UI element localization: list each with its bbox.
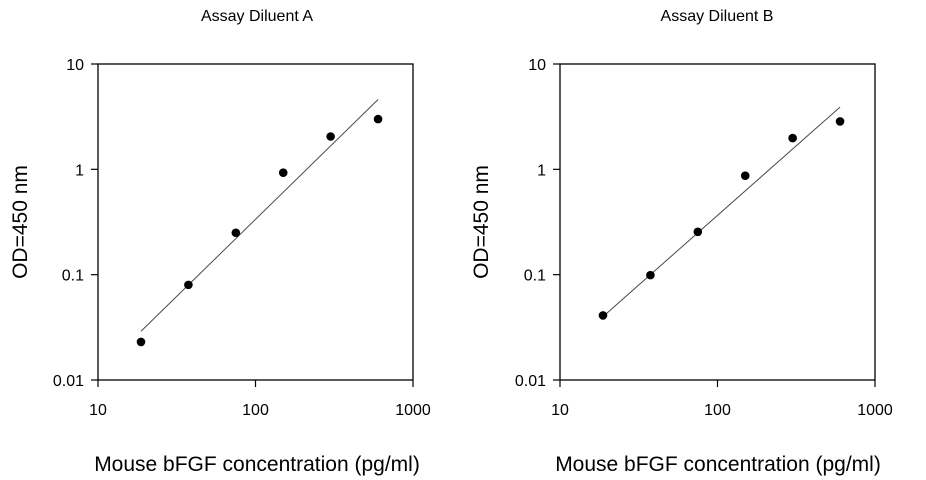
y-tick-label: 1 — [537, 162, 546, 179]
x-tick-label: 100 — [704, 402, 731, 419]
data-point — [326, 132, 335, 141]
data-points — [598, 117, 845, 320]
y-axis: 0.01 0.1 1 10 — [515, 57, 560, 390]
x-axis-label: Mouse bFGF concentration (pg/ml) — [94, 453, 420, 476]
data-point — [788, 133, 797, 143]
data-point — [693, 227, 703, 237]
y-axis-label: OD=450 nm — [470, 165, 493, 279]
y-tick-label: 1 — [75, 162, 84, 179]
data-point — [231, 228, 241, 238]
data-point — [598, 311, 608, 320]
chart-title: Assay Diluent B — [661, 8, 774, 25]
y-tick-label: 0.01 — [515, 373, 546, 390]
data-point — [136, 337, 146, 347]
data-point — [646, 270, 655, 280]
data-point — [835, 117, 845, 126]
x-axis-label: Mouse bFGF concentration (pg/ml) — [555, 453, 881, 476]
x-tick-label: 10 — [551, 402, 569, 419]
chart-panel-b: Assay Diluent B 10 100 1000 0.01 0.1 1 10 Mou… — [470, 8, 893, 476]
chart-title: Assay Diluent A — [201, 8, 313, 25]
y-tick-label: 0.01 — [53, 373, 84, 390]
regression-line — [602, 106, 841, 317]
data-points — [136, 114, 383, 347]
x-axis: 10 100 1000 — [551, 380, 893, 419]
x-tick-label: 1000 — [395, 402, 431, 419]
data-point — [184, 280, 193, 290]
data-point — [373, 114, 383, 124]
plot-frame — [559, 63, 876, 381]
y-axis: 0.01 0.1 1 10 — [53, 57, 98, 390]
x-tick-label: 10 — [89, 402, 107, 419]
chart-panel-a: Assay Diluent A 10 100 1000 0.01 0.1 1 10 Mou… — [9, 8, 431, 476]
x-tick-label: 1000 — [857, 402, 893, 419]
data-point — [740, 171, 750, 181]
data-point — [278, 168, 288, 177]
regression-line — [140, 99, 379, 332]
y-tick-label: 10 — [66, 57, 84, 74]
y-axis-label: OD=450 nm — [9, 165, 32, 279]
y-tick-label: 10 — [528, 57, 546, 74]
x-tick-label: 100 — [242, 402, 269, 419]
y-tick-label: 0.1 — [62, 268, 84, 285]
x-axis: 10 100 1000 — [89, 380, 431, 419]
y-tick-label: 0.1 — [524, 268, 546, 285]
